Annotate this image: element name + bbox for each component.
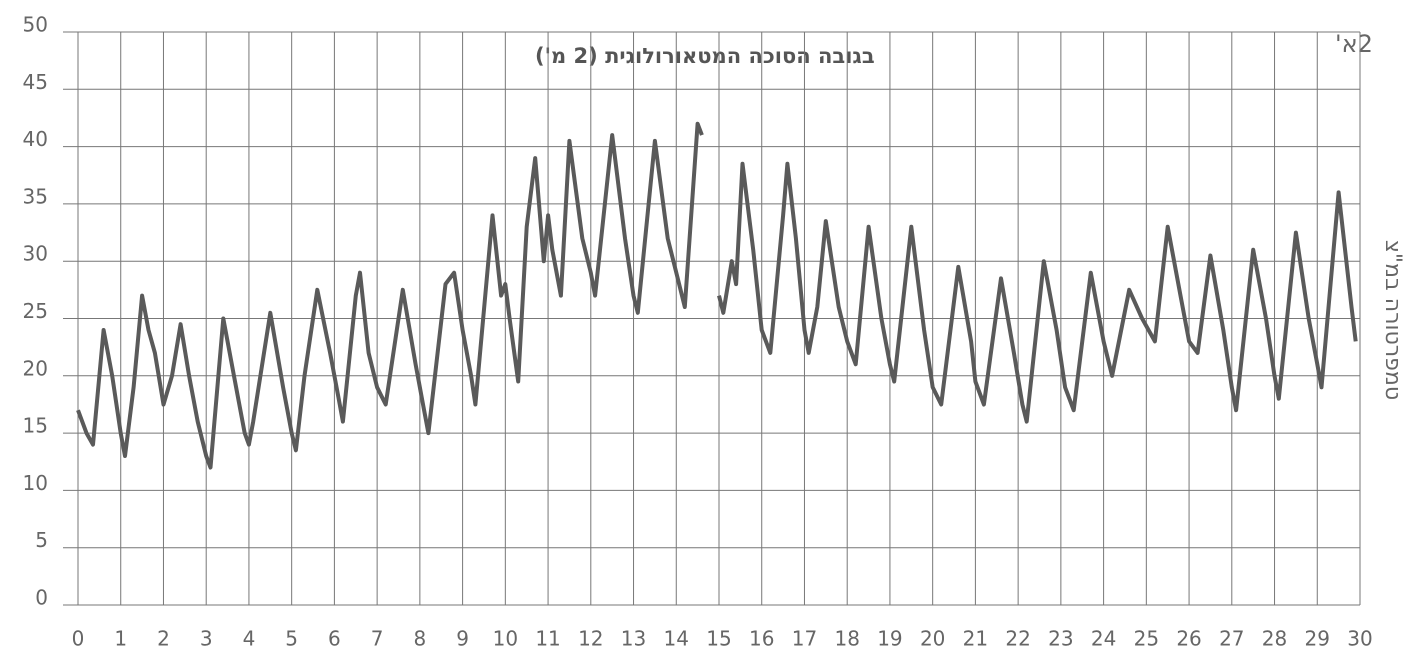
y-tick-label: 40: [23, 127, 48, 151]
x-tick-label: 7: [371, 627, 384, 651]
y-tick-label: 5: [35, 528, 48, 552]
x-tick-label: 21: [963, 627, 988, 651]
x-tick-label: 4: [243, 627, 256, 651]
x-tick-label: 17: [792, 627, 817, 651]
y-tick-label: 45: [23, 70, 48, 94]
x-tick-label: 10: [493, 627, 518, 651]
y-tick-label: 10: [23, 471, 48, 495]
x-tick-label: 11: [535, 627, 560, 651]
annotation: 2א': [1335, 30, 1373, 58]
x-tick-label: 30: [1347, 627, 1372, 651]
x-tick-label: 0: [72, 627, 85, 651]
chart-title: בגובה הסוכה המטאורולוגית (2 מ'): [535, 44, 875, 68]
x-tick-label: 25: [1134, 627, 1159, 651]
x-tick-label: 23: [1048, 627, 1073, 651]
x-tick-label: 28: [1262, 627, 1287, 651]
x-tick-label: 3: [200, 627, 213, 651]
x-tick-label: 8: [413, 627, 426, 651]
x-tick-label: 16: [749, 627, 774, 651]
x-tick-label: 29: [1305, 627, 1330, 651]
y-tick-label: 30: [23, 242, 48, 266]
x-tick-label: 22: [1005, 627, 1030, 651]
data-line: [76, 121, 1358, 470]
x-tick-label: 9: [456, 627, 469, 651]
x-tick-label: 26: [1176, 627, 1201, 651]
y-tick-label: 20: [23, 356, 48, 380]
y-axis-label: טמפרטורה במ"צ: [1380, 240, 1405, 400]
x-tick-label: 1: [114, 627, 127, 651]
x-tick-label: 15: [706, 627, 731, 651]
x-tick-label: 6: [328, 627, 341, 651]
x-tick-label: 27: [1219, 627, 1244, 651]
x-tick-label: 13: [621, 627, 646, 651]
x-tick-label: 14: [664, 627, 689, 651]
x-tick-label: 12: [578, 627, 603, 651]
x-tick-label: 18: [834, 627, 859, 651]
y-tick-label: 0: [35, 586, 48, 610]
y-tick-label: 50: [23, 13, 48, 37]
x-tick-label: 19: [877, 627, 902, 651]
x-tick-label: 24: [1091, 627, 1116, 651]
x-tick-label: 2: [157, 627, 170, 651]
x-tick-label: 20: [920, 627, 945, 651]
y-tick-label: 25: [23, 299, 48, 323]
y-tick-label: 35: [23, 184, 48, 208]
x-tick-label: 5: [285, 627, 298, 651]
y-tick-label: 15: [23, 414, 48, 438]
